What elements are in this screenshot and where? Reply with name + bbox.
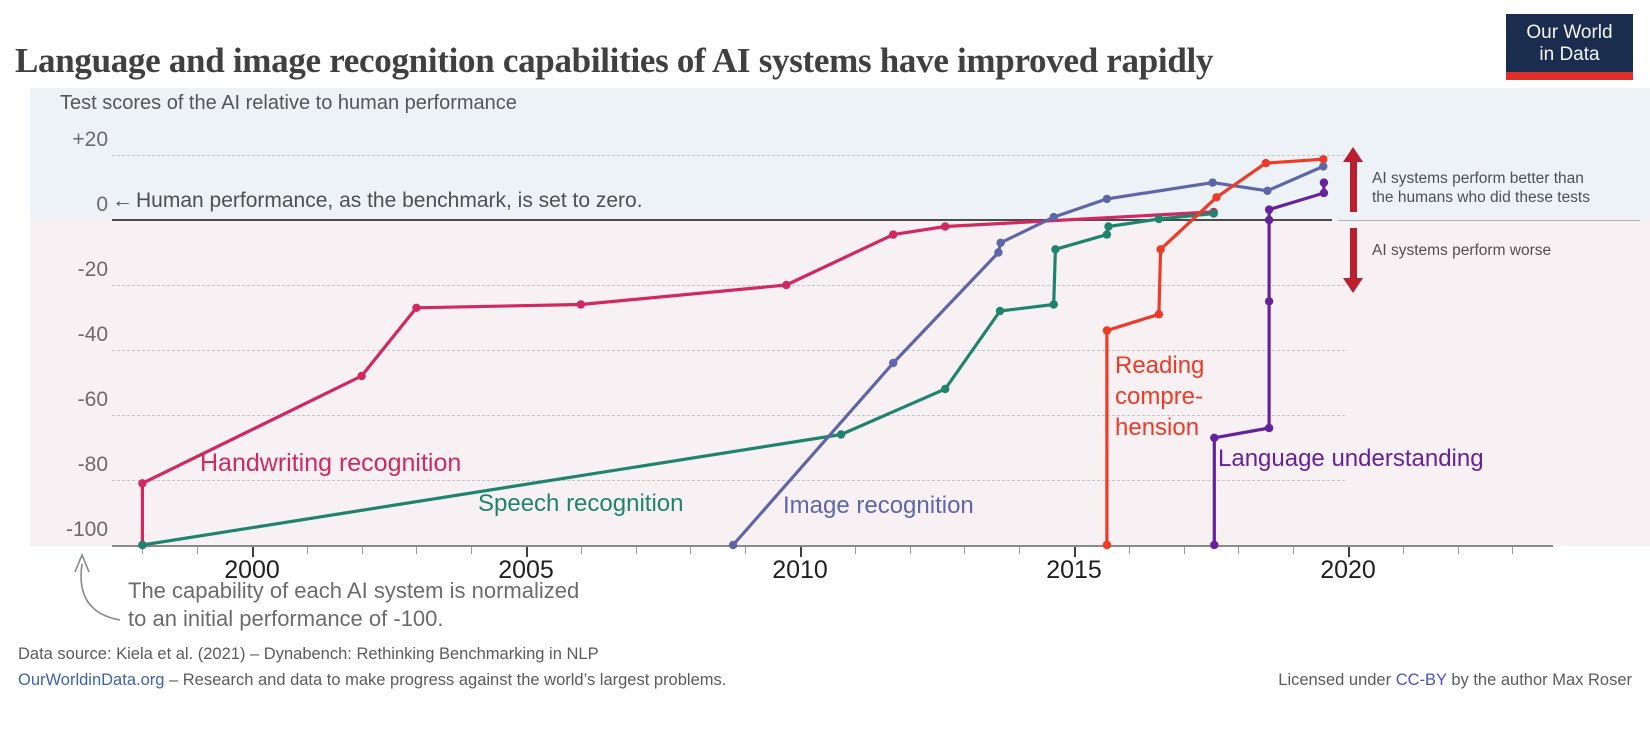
- y-axis-label--80: -80: [77, 453, 108, 476]
- x-tick-minor-2008: [690, 547, 692, 554]
- x-tick-major-2005: [526, 547, 528, 557]
- owid-link[interactable]: OurWorldinData.org: [18, 671, 165, 689]
- x-axis-label-2015: 2015: [1046, 556, 1102, 584]
- footer-owid-tagline: – Research and data to make progress aga…: [164, 671, 727, 689]
- y-axis-label--100: -100: [65, 518, 108, 541]
- annotation-perform-better: AI systems perform better than the human…: [1372, 169, 1590, 207]
- footer-data-source: Data source: Kiela et al. (2021) – Dynab…: [18, 645, 599, 663]
- x-tick-minor-2023: [1512, 547, 1514, 554]
- annotation-perform-worse: AI systems perform worse: [1372, 242, 1552, 259]
- x-tick-major-2000: [252, 547, 254, 557]
- x-tick-major-2020: [1348, 547, 1350, 557]
- x-tick-minor-1998: [142, 547, 144, 554]
- x-tick-minor-2016: [1128, 547, 1130, 554]
- footer-license: Licensed under CC-BY by the author Max R…: [1278, 671, 1632, 690]
- x-axis-label-2000: 2000: [224, 556, 280, 584]
- series-label-image-recognition: Image recognition: [783, 492, 974, 519]
- x-tick-minor-2019: [1293, 547, 1295, 554]
- y-axis-label-0: 0: [96, 193, 108, 216]
- arrow-down-head-icon: [1343, 278, 1363, 293]
- series-label-handwriting-recognition: Handwriting recognition: [200, 449, 462, 477]
- y-axis-label-20: +20: [72, 128, 108, 151]
- x-tick-minor-2018: [1238, 547, 1240, 554]
- zero-benchmark-annotation: ← Human performance, as the benchmark, is…: [112, 189, 643, 213]
- x-tick-minor-2011: [854, 547, 856, 554]
- license-prefix: Licensed under: [1278, 671, 1396, 689]
- zero-benchmark-text: Human performance, as the benchmark, is …: [136, 189, 643, 212]
- footnote-line1: The capability of each AI system is norm…: [128, 578, 580, 603]
- x-tick-minor-2021: [1402, 547, 1404, 554]
- footnote-line2: to an initial performance of -100.: [128, 606, 444, 631]
- x-axis-label-2005: 2005: [498, 556, 554, 584]
- ccby-link[interactable]: CC-BY: [1395, 671, 1447, 689]
- footer-owid-line: OurWorldinData.org – Research and data t…: [18, 671, 726, 690]
- x-tick-minor-2007: [635, 547, 637, 554]
- x-axis-label-2010: 2010: [772, 556, 828, 584]
- x-axis-label-2020: 2020: [1320, 556, 1376, 584]
- gridline-20: [112, 155, 1345, 156]
- arrow-up-shaft: [1349, 162, 1357, 212]
- series-label-language-understanding: Language understanding: [1218, 445, 1484, 472]
- annotation-perform-better-line2: the humans who did these tests: [1372, 189, 1590, 206]
- series-label-speech-recognition: Speech recognition: [478, 490, 684, 517]
- gridline--80: [112, 480, 1345, 481]
- page-title: Language and image recognition capabilit…: [15, 41, 1214, 81]
- chart-subtitle: Test scores of the AI relative to human …: [60, 92, 517, 114]
- x-tick-major-2010: [800, 547, 802, 557]
- x-tick-minor-1999: [197, 547, 199, 554]
- arrow-down-worse: [1343, 228, 1363, 293]
- x-tick-minor-2004: [471, 547, 473, 554]
- owid-logo-line2: in Data: [1539, 44, 1600, 65]
- y-axis-label--60: -60: [77, 388, 108, 411]
- series-label-reading-comprehension: Reading compre-hension: [1115, 352, 1205, 441]
- y-axis-label--40: -40: [77, 323, 108, 346]
- owid-logo-line1: Our World: [1526, 22, 1613, 43]
- footnote-curved-arrow-icon: [74, 552, 121, 621]
- x-tick-minor-2013: [964, 547, 966, 554]
- x-axis-line: [112, 545, 1553, 547]
- owid-logo[interactable]: Our World in Data: [1506, 14, 1633, 80]
- y-axis-label--20: -20: [77, 258, 108, 281]
- x-tick-minor-2022: [1457, 547, 1459, 554]
- gridline--20: [112, 285, 1345, 286]
- zero-benchmark-line: [112, 219, 1332, 221]
- owid-logo-red-stripe: [1506, 72, 1633, 80]
- x-tick-minor-2001: [306, 547, 308, 554]
- arrow-up-better: [1343, 147, 1363, 212]
- x-tick-minor-2003: [416, 547, 418, 554]
- annotation-perform-better-line1: AI systems perform better than: [1372, 170, 1584, 187]
- left-arrow-icon: ←: [112, 189, 133, 212]
- x-tick-minor-2009: [745, 547, 747, 554]
- x-tick-minor-2006: [580, 547, 582, 554]
- zero-line-extension: [1338, 220, 1640, 221]
- x-tick-minor-2014: [1019, 547, 1021, 554]
- license-suffix: by the author Max Roser: [1446, 671, 1632, 689]
- x-tick-minor-2017: [1183, 547, 1185, 554]
- arrow-down-shaft: [1349, 228, 1357, 278]
- x-tick-minor-2002: [361, 547, 363, 554]
- x-tick-minor-2012: [909, 547, 911, 554]
- x-tick-major-2015: [1074, 547, 1076, 557]
- arrow-up-head-icon: [1343, 147, 1363, 162]
